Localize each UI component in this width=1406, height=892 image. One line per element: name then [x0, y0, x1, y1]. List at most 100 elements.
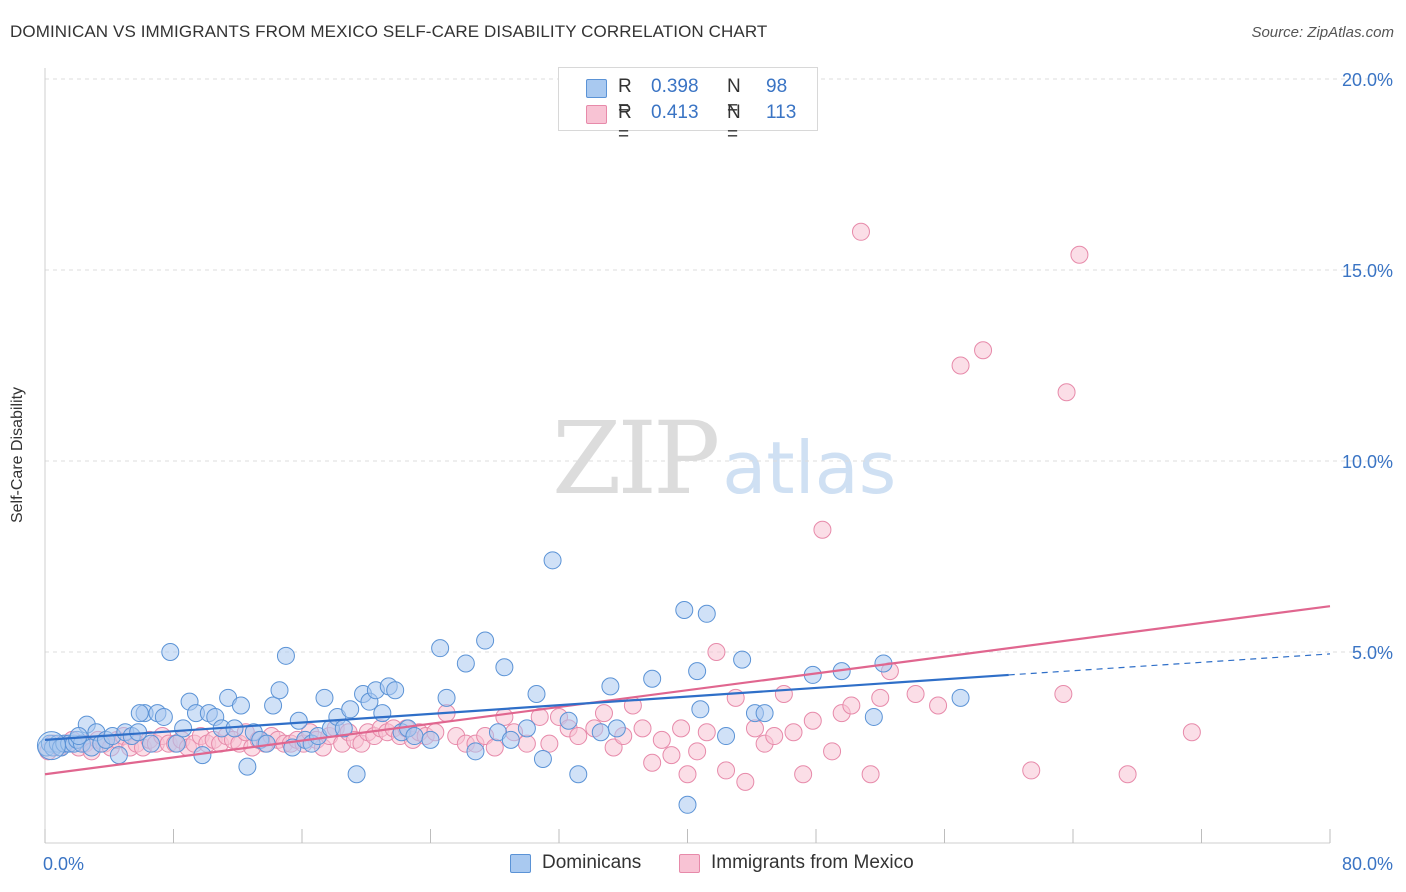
- data-point-mexico: [697, 723, 716, 742]
- legend-r-value: 0.398: [651, 76, 699, 97]
- data-point-dominicans: [154, 707, 173, 726]
- data-point-mexico: [736, 772, 755, 791]
- data-point-dominicans: [264, 696, 283, 715]
- data-point-dominicans: [347, 765, 366, 784]
- data-point-mexico: [633, 719, 652, 738]
- data-point-dominicans: [755, 704, 774, 723]
- data-point-mexico: [1118, 765, 1137, 784]
- data-point-dominicans: [341, 700, 360, 719]
- data-point-dominicans: [421, 730, 440, 749]
- data-point-mexico: [652, 730, 671, 749]
- data-point-dominicans: [691, 700, 710, 719]
- legend-swatch-blue: [510, 854, 531, 873]
- data-point-mexico: [672, 719, 691, 738]
- legend-n-value: 98: [766, 76, 788, 97]
- data-point-dominicans: [543, 551, 562, 570]
- data-point-mexico: [1070, 245, 1089, 264]
- axis-layer: [44, 68, 1331, 844]
- legend-n-label: N =: [727, 102, 741, 145]
- legend-label-dominicans: Dominicans: [542, 852, 642, 873]
- data-point-mexico: [823, 742, 842, 761]
- data-point-dominicans: [717, 727, 736, 746]
- x-tick-label: 0.0%: [43, 854, 84, 874]
- data-point-mexico: [842, 696, 861, 715]
- data-point-dominicans: [501, 730, 520, 749]
- data-point-dominicans: [437, 688, 456, 707]
- data-point-mexico: [717, 761, 736, 780]
- data-point-dominicans: [476, 631, 495, 650]
- data-point-dominicans: [270, 681, 289, 700]
- data-point-mexico: [1057, 383, 1076, 402]
- data-point-dominicans: [951, 688, 970, 707]
- data-point-dominicans: [174, 719, 193, 738]
- data-point-dominicans: [733, 650, 752, 669]
- data-point-dominicans: [591, 723, 610, 742]
- legend-r-label: R =: [618, 102, 632, 145]
- data-point-mexico: [765, 727, 784, 746]
- data-point-mexico: [604, 738, 623, 757]
- data-point-mexico: [851, 222, 870, 241]
- data-point-dominicans: [466, 742, 485, 761]
- data-point-dominicans: [386, 681, 405, 700]
- data-point-dominicans: [167, 734, 186, 753]
- data-point-dominicans: [109, 746, 128, 765]
- legend-swatch-pink: [679, 854, 700, 873]
- stats-legend: R = 0.398 N = 98 R = 0.413 N = 113: [558, 67, 818, 145]
- legend-r-value: 0.413: [651, 102, 699, 123]
- data-point-mexico: [745, 719, 764, 738]
- data-point-mexico: [794, 765, 813, 784]
- data-point-mexico: [688, 742, 707, 761]
- data-point-dominicans: [130, 704, 149, 723]
- data-point-mexico: [803, 711, 822, 730]
- trend-lines-layer: [44, 605, 1331, 776]
- data-point-dominicans: [276, 646, 295, 665]
- legend-n-value: 113: [766, 102, 797, 123]
- mexico-points-layer: [39, 222, 1201, 791]
- data-point-mexico: [784, 723, 803, 742]
- legend-r-label: R =: [618, 76, 632, 119]
- data-point-mexico: [495, 707, 514, 726]
- y-tick-label: 10.0%: [1342, 452, 1393, 472]
- data-point-mexico: [594, 704, 613, 723]
- series-legend: Dominicans Immigrants from Mexico: [0, 852, 1406, 878]
- data-point-mexico: [643, 753, 662, 772]
- legend-n-label: N =: [727, 76, 741, 119]
- data-point-mexico: [974, 341, 993, 360]
- data-point-mexico: [871, 688, 890, 707]
- data-point-mexico: [1182, 723, 1201, 742]
- tick-labels-layer: 5.0% 10.0% 15.0% 20.0% 0.0% 80.0%: [43, 70, 1393, 874]
- data-point-dominicans: [517, 719, 536, 738]
- data-point-mexico: [1022, 761, 1041, 780]
- data-point-mexico: [662, 746, 681, 765]
- data-point-mexico: [517, 734, 536, 753]
- data-point-dominicans: [569, 765, 588, 784]
- data-point-mexico: [951, 356, 970, 375]
- data-point-dominicans: [495, 658, 514, 677]
- x-tick-label: 80.0%: [1342, 854, 1393, 874]
- data-point-mexico: [861, 765, 880, 784]
- data-point-mexico: [1054, 685, 1073, 704]
- data-point-dominicans: [697, 604, 716, 623]
- data-point-dominicans: [533, 749, 552, 768]
- data-point-dominicans: [688, 662, 707, 681]
- y-tick-label: 20.0%: [1342, 70, 1393, 90]
- data-point-mexico: [906, 685, 925, 704]
- data-point-dominicans: [527, 685, 546, 704]
- data-point-mexico: [540, 734, 559, 753]
- data-point-mexico: [929, 696, 948, 715]
- data-point-dominicans: [559, 711, 578, 730]
- data-point-dominicans: [315, 688, 334, 707]
- data-point-dominicans: [643, 669, 662, 688]
- data-point-dominicans: [607, 719, 626, 738]
- data-point-dominicans: [238, 757, 257, 776]
- data-point-dominicans: [142, 734, 161, 753]
- chart-title: DOMINICAN VS IMMIGRANTS FROM MEXICO SELF…: [10, 22, 768, 41]
- legend-swatch-blue: [586, 79, 607, 98]
- legend-swatch-pink: [586, 105, 607, 124]
- data-point-dominicans: [289, 711, 308, 730]
- data-point-mexico: [485, 738, 504, 757]
- data-point-dominicans: [431, 639, 450, 658]
- data-point-dominicans: [675, 600, 694, 619]
- data-point-dominicans: [69, 727, 88, 746]
- data-point-dominicans: [161, 643, 180, 661]
